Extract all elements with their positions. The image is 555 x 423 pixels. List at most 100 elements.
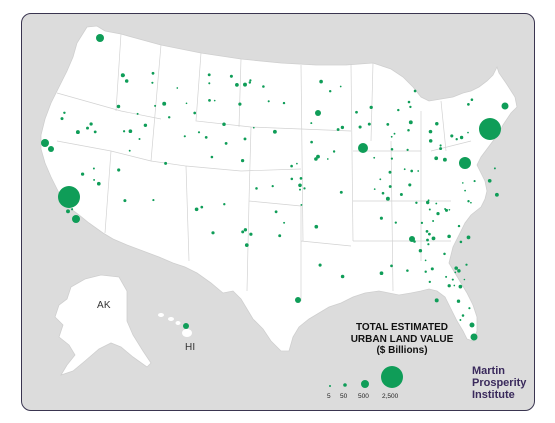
city-dot [399, 193, 403, 196]
city-dot [151, 81, 154, 84]
city-dot [164, 161, 168, 165]
city-dot [455, 138, 458, 141]
city-dot [167, 116, 171, 119]
city-dot [428, 139, 433, 143]
city-dot [425, 230, 429, 233]
city-dot-large [501, 102, 509, 110]
city-dot [80, 172, 85, 176]
city-dot [138, 137, 141, 141]
city-dot [379, 178, 382, 181]
city-dot [397, 108, 400, 112]
city-dot [379, 216, 383, 220]
city-dot [314, 157, 318, 161]
city-dot [373, 188, 376, 190]
city-dot-large [409, 236, 415, 242]
city-dot [385, 196, 390, 201]
city-dot [390, 264, 393, 268]
city-dot [456, 299, 461, 303]
city-dot [470, 98, 474, 101]
city-dot [299, 177, 303, 180]
city-dot [426, 238, 429, 242]
legend-label-500: 500 [358, 393, 369, 400]
city-dot [443, 252, 446, 256]
city-dot [92, 167, 95, 170]
land-value-dots [41, 34, 509, 341]
city-dot [415, 201, 418, 204]
alaska-label: AK [97, 300, 111, 311]
city-dot [493, 167, 496, 170]
city-dot [431, 236, 436, 241]
city-dot [244, 243, 249, 247]
city-dot [340, 274, 345, 279]
legend-circle-500 [361, 380, 369, 388]
city-dot [379, 271, 384, 276]
city-dot [381, 191, 385, 195]
city-dot [124, 79, 129, 83]
city-dot-large [48, 146, 54, 152]
city-dot [428, 232, 431, 236]
city-dot [447, 284, 451, 288]
map-frame: AK HI TOTAL ESTIMATED URBAN LAND VALUE (… [21, 13, 535, 411]
city-dot [390, 147, 394, 151]
city-dot [432, 220, 435, 222]
city-dot [300, 203, 303, 206]
hawaii-label: HI [185, 342, 196, 353]
city-dot [89, 122, 93, 126]
city-dot [223, 203, 226, 206]
city-dot [249, 79, 252, 82]
city-dot-large [96, 34, 104, 42]
city-dot [336, 128, 340, 131]
city-dot [120, 73, 125, 78]
city-dot [487, 178, 492, 183]
legend-circle-2500 [381, 366, 403, 388]
city-dot [436, 211, 440, 216]
city-dot [310, 122, 313, 125]
legend-title-line3: ($ Billions) [376, 345, 428, 356]
city-dot [162, 101, 167, 106]
us-map [40, 25, 518, 388]
city-dot [409, 105, 412, 109]
legend-label-5: 5 [327, 393, 331, 400]
city-dot [340, 125, 345, 130]
city-dot [70, 200, 74, 204]
city-dot [243, 228, 248, 232]
city-dot [222, 122, 226, 127]
city-dot [453, 284, 456, 287]
city-dot [388, 170, 392, 174]
city-dot-large [72, 215, 80, 223]
city-dot [267, 100, 270, 103]
city-dot [122, 130, 126, 133]
city-dot [116, 104, 121, 109]
city-dot [176, 87, 179, 89]
city-dot [128, 129, 133, 134]
city-dot [152, 199, 155, 202]
city-dot [143, 123, 148, 128]
city-dot [434, 156, 439, 161]
city-dot-large [41, 139, 49, 147]
city-dot [303, 187, 306, 190]
state-borders [56, 33, 472, 301]
city-dot [197, 131, 201, 134]
city-dot [193, 111, 197, 115]
city-dot [316, 154, 320, 159]
city-dot [367, 122, 371, 126]
city-dot-large [358, 143, 368, 153]
legend-circles [329, 366, 403, 388]
city-dot [60, 117, 64, 121]
city-dot [358, 125, 362, 129]
city-dot [451, 278, 454, 281]
city-dot [410, 169, 414, 173]
city-dot [117, 168, 121, 172]
city-dot [271, 184, 274, 188]
city-dot [424, 270, 427, 273]
city-dot [473, 180, 476, 183]
city-dot [151, 71, 155, 75]
city-dot [464, 189, 466, 192]
city-dot-large [315, 110, 321, 116]
city-dot [408, 120, 413, 125]
city-dot [204, 136, 208, 139]
brand-line3: Institute [472, 389, 515, 401]
city-dot [249, 232, 253, 236]
city-dot [467, 103, 470, 106]
city-dot [457, 224, 461, 228]
